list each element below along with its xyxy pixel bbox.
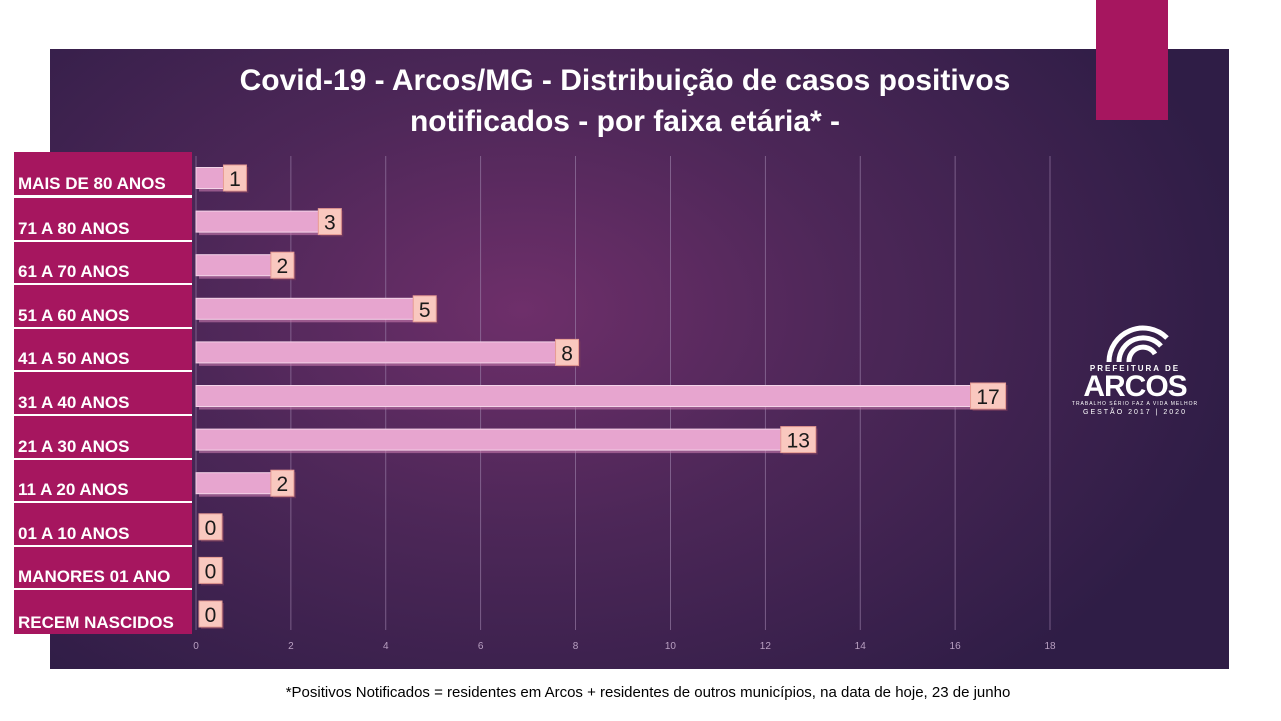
data-label-box <box>270 469 295 497</box>
data-label: 13 <box>787 430 810 453</box>
category-label: MANORES 01 ANO <box>14 546 192 591</box>
category-label: 31 A 40 ANOS <box>14 372 192 416</box>
data-label: 2 <box>277 255 289 278</box>
category-label: 11 A 20 ANOS <box>14 459 192 504</box>
x-tick-label: 16 <box>950 641 962 652</box>
bar <box>195 297 434 320</box>
category-label: 51 A 60 ANOS <box>14 285 192 329</box>
data-label-box <box>222 164 247 192</box>
data-label: 0 <box>205 604 217 627</box>
data-label-box <box>198 513 223 541</box>
bar <box>195 385 1004 407</box>
data-label: 17 <box>976 386 999 409</box>
footnote: *Positivos Notificados = residentes em A… <box>285 684 1011 701</box>
category-label: MAIS DE 80 ANOS <box>14 152 192 198</box>
logo-term: GESTÃO 2017 | 2020 <box>1083 409 1187 416</box>
accent-bar <box>1096 0 1168 120</box>
data-label: 1 <box>229 168 241 191</box>
category-label: 01 A 10 ANOS <box>14 503 192 547</box>
arcos-wave-icon <box>1106 325 1169 363</box>
x-tick-label: 4 <box>383 641 389 652</box>
data-label-box <box>317 208 342 236</box>
logo-tagline: TRABALHO SÉRIO FAZ A VIDA MELHOR <box>1071 401 1199 407</box>
x-tick-label: 10 <box>665 641 677 652</box>
x-tick-label: 14 <box>855 641 867 652</box>
data-label-box <box>198 556 223 584</box>
bar <box>195 341 577 364</box>
category-label: 71 A 80 ANOS <box>14 198 192 242</box>
data-label: 5 <box>419 299 431 322</box>
bar <box>195 428 814 451</box>
category-labels: MAIS DE 80 ANOS 71 A 80 ANOS 61 A 70 ANOS 5… <box>14 152 192 634</box>
x-tick-label: 18 <box>1044 641 1056 652</box>
data-label: 8 <box>561 342 573 365</box>
data-label: 2 <box>277 473 289 496</box>
category-label: RECEM NASCIDOS <box>14 590 192 634</box>
x-tick-label: 8 <box>573 641 579 652</box>
data-label-box <box>970 382 1007 410</box>
x-tick-label: 12 <box>760 641 772 652</box>
x-tick-label: 6 <box>478 641 484 652</box>
category-label: 21 A 30 ANOS <box>14 415 192 460</box>
data-label: 0 <box>205 517 217 540</box>
data-label-box <box>198 600 223 628</box>
bar <box>195 210 339 233</box>
data-label-box <box>270 251 295 279</box>
data-label: 3 <box>324 212 336 235</box>
prefeitura-arcos-logo: PREFEITURA DE ARCOS TRABALHO SÉRIO FAZ A… <box>1060 318 1210 442</box>
data-label-box <box>412 295 437 323</box>
logo-name: ARCOS <box>1083 370 1187 403</box>
x-tick-label: 0 <box>193 641 199 652</box>
x-tick-label: 2 <box>288 641 294 652</box>
data-label-box <box>555 338 580 366</box>
data-label-box <box>780 426 817 454</box>
data-label: 0 <box>205 560 217 583</box>
category-label: 41 A 50 ANOS <box>14 328 192 373</box>
chart-title: Covid-19 - Arcos/MG - Distribuição de ca… <box>239 64 1011 138</box>
logo-prefix: PREFEITURA DE <box>1089 364 1181 373</box>
category-label: 61 A 70 ANOS <box>14 241 192 286</box>
